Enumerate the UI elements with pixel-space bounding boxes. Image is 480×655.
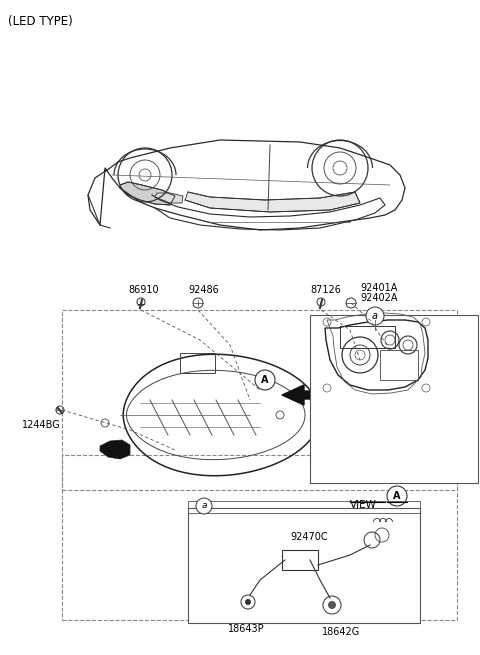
Bar: [62, 310, 457, 490]
Text: 92402A: 92402A: [360, 293, 397, 303]
Bar: [282, 550, 318, 570]
Bar: [62, 455, 457, 620]
Text: 86910: 86910: [128, 285, 158, 295]
Bar: [188, 508, 420, 623]
Polygon shape: [185, 192, 360, 212]
Bar: [380, 350, 418, 380]
Text: 92470C: 92470C: [290, 532, 328, 542]
Text: 87126: 87126: [310, 285, 341, 295]
Text: 1244BG: 1244BG: [22, 420, 61, 430]
Bar: [340, 326, 395, 348]
Bar: [310, 315, 478, 483]
Polygon shape: [120, 182, 175, 205]
Text: A: A: [261, 375, 269, 385]
Circle shape: [196, 498, 212, 514]
Polygon shape: [155, 193, 183, 203]
Text: A: A: [393, 491, 401, 501]
Polygon shape: [282, 385, 320, 405]
Text: a: a: [372, 311, 378, 321]
Circle shape: [387, 486, 407, 506]
Bar: [180, 353, 215, 373]
Circle shape: [366, 307, 384, 325]
Circle shape: [245, 599, 251, 605]
Text: 18642G: 18642G: [322, 627, 360, 637]
Text: 92401A: 92401A: [360, 283, 397, 293]
Text: 92486: 92486: [188, 285, 219, 295]
Text: a: a: [201, 502, 207, 510]
Polygon shape: [100, 440, 130, 459]
Text: (LED TYPE): (LED TYPE): [8, 15, 73, 28]
Text: 18643P: 18643P: [228, 624, 264, 634]
Bar: [188, 501, 420, 513]
Circle shape: [328, 601, 336, 609]
Circle shape: [255, 370, 275, 390]
Text: VIEW: VIEW: [350, 500, 377, 510]
